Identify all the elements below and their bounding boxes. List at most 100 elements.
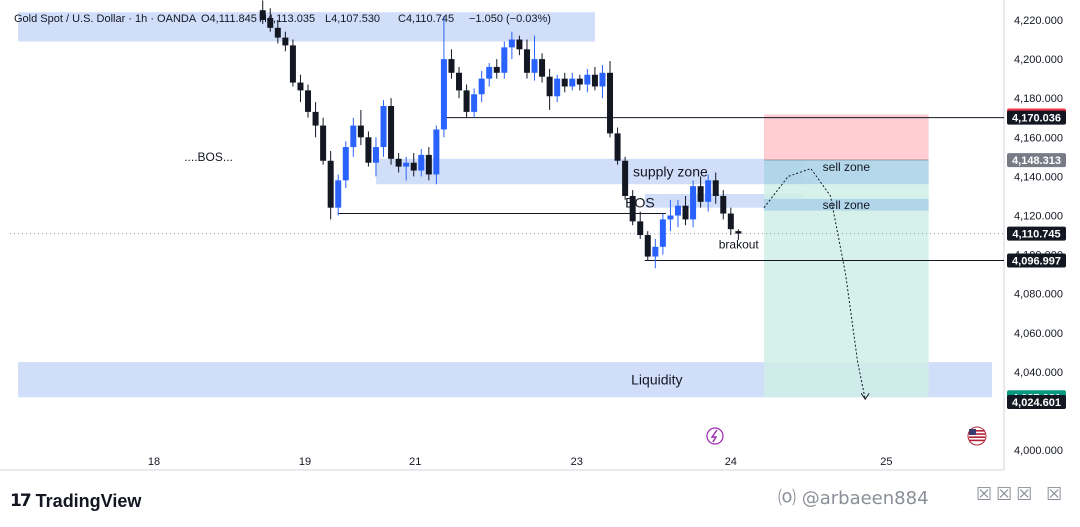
- price-tag-2: 4,148.313: [1012, 155, 1061, 167]
- price-tag-3: 4,110.745: [1012, 229, 1060, 241]
- price-axis: 4,220.000 4,200.000 4,180.000 4,160.000 4,14…: [148, 15, 1066, 468]
- flag-canton: [969, 429, 976, 435]
- candle-body-28: [471, 94, 478, 112]
- flag-stripe-2: [969, 436, 985, 438]
- candle-body-10: [335, 180, 342, 208]
- candle-body-1: [267, 18, 274, 28]
- candle-body-13: [357, 125, 364, 138]
- ytick-label-9: 4,040.000: [1014, 367, 1063, 379]
- stop-loss-zone: [764, 114, 929, 161]
- candle-body-17: [388, 106, 395, 159]
- candle-body-57: [690, 186, 697, 220]
- xtick-label-2: 21: [409, 456, 421, 468]
- forecast-arrowhead: [860, 392, 870, 401]
- candle-body-11: [342, 147, 349, 181]
- candle-body-37: [539, 59, 546, 77]
- flag-stripe-0: [969, 430, 985, 432]
- candle-body-43: [584, 74, 591, 85]
- ytick-label-1: 4,200.000: [1014, 54, 1063, 66]
- candle-body-31: [493, 66, 500, 73]
- candle-body-20: [410, 162, 417, 171]
- candle-body-3: [282, 37, 289, 46]
- ytick-label-3: 4,160.000: [1014, 132, 1063, 144]
- candle-body-41: [569, 78, 576, 87]
- legend-open: O4,111.845: [201, 13, 257, 25]
- legend-high: H4,113.035: [259, 13, 315, 25]
- xtick-label-4: 24: [725, 456, 737, 468]
- xtick-label-5: 25: [880, 456, 892, 468]
- candle-body-52: [652, 246, 659, 257]
- candle-body-15: [372, 147, 379, 163]
- candle-body-4: [289, 45, 296, 83]
- candle-body-46: [607, 72, 614, 134]
- candle-body-34: [516, 39, 523, 50]
- plot-area: sell zone sell zone supply zone Liquidity..…: [10, 0, 1004, 401]
- candle-body-59: [705, 180, 712, 202]
- legend-symbol: Gold Spot / U.S. Dollar · 1h · OANDA: [14, 13, 197, 25]
- ytick-label-7: 4,080.000: [1014, 289, 1063, 301]
- candle-body-25: [448, 59, 455, 73]
- zone-label-1: supply zone: [633, 164, 708, 180]
- candle-body-27: [463, 90, 470, 112]
- legend-change: −1.050 (−0.03%): [469, 13, 551, 25]
- candle-body-14: [365, 137, 372, 163]
- tradingview-brand-label: TradingView: [35, 490, 142, 511]
- candle-body-51: [644, 235, 651, 257]
- candle-body-36: [531, 59, 538, 73]
- candle-body-63: [735, 231, 742, 234]
- xtick-label-0: 18: [148, 456, 160, 468]
- candle-body-48: [622, 160, 629, 196]
- chart-svg: sell zone sell zone supply zone Liquidity..…: [0, 0, 1066, 471]
- candle-body-22: [425, 154, 432, 175]
- candle-body-53: [659, 219, 666, 247]
- candle-body-21: [418, 154, 425, 171]
- candle-body-8: [320, 125, 327, 161]
- ytick-label-2: 4,180.000: [1014, 93, 1063, 105]
- watermark-handle: ⒪ @arbaeen884: [778, 488, 929, 509]
- candle-body-16: [380, 106, 387, 148]
- candle-body-30: [486, 66, 493, 79]
- candle-body-35: [523, 49, 530, 73]
- candle-body-44: [591, 74, 598, 87]
- candle-body-40: [561, 78, 568, 87]
- xtick-label-1: 19: [299, 456, 311, 468]
- candle-body-45: [599, 72, 606, 87]
- candle-body-2: [274, 27, 281, 38]
- ytick-label-4: 4,140.000: [1014, 171, 1063, 183]
- price-tag-6: 4,024.601: [1012, 397, 1061, 409]
- candle-body-58: [697, 186, 704, 202]
- sell-zone-2: [764, 198, 929, 211]
- price-tag-1: 4,170.036: [1012, 113, 1061, 125]
- candle-body-50: [637, 221, 644, 236]
- flag-stripe-3: [969, 439, 985, 442]
- price-tag-bg-2: [1007, 153, 1066, 168]
- candle-body-56: [682, 205, 689, 220]
- watermark-glyphs: ☒☒☒ ☒: [976, 484, 1067, 505]
- sell-zone-1-label: sell zone: [823, 160, 871, 174]
- candle-body-33: [508, 39, 515, 48]
- candle-body-29: [478, 78, 485, 95]
- tradingview-logo[interactable]: 17 TradingView: [10, 490, 141, 512]
- candle-body-0: [259, 10, 266, 20]
- flash-icon-bolt: [710, 429, 718, 443]
- us-flag-icon: [967, 426, 987, 446]
- candle-body-9: [327, 160, 334, 208]
- price-tag-bg-4: [1007, 253, 1066, 268]
- candle-body-12: [350, 125, 357, 148]
- candle-body-49: [629, 195, 636, 222]
- sell-zone-2-label: sell zone: [823, 198, 871, 212]
- candle-body-32: [501, 47, 508, 73]
- candle-body-38: [546, 76, 553, 97]
- legend-low: L4,107.530: [325, 13, 380, 25]
- candle-body-55: [674, 205, 681, 216]
- flash-icon: [706, 427, 724, 445]
- candle-body-24: [440, 59, 447, 130]
- candle-body-18: [395, 158, 402, 167]
- forecast-path: [763, 167, 866, 400]
- ytick-label-8: 4,060.000: [1014, 328, 1063, 340]
- legend-header: Gold Spot / U.S. Dollar · 1h · OANDA O4,1…: [14, 13, 551, 25]
- candle-body-60: [712, 180, 719, 196]
- tradingview-logo-icon: 17: [10, 491, 32, 511]
- candle-body-42: [576, 78, 583, 85]
